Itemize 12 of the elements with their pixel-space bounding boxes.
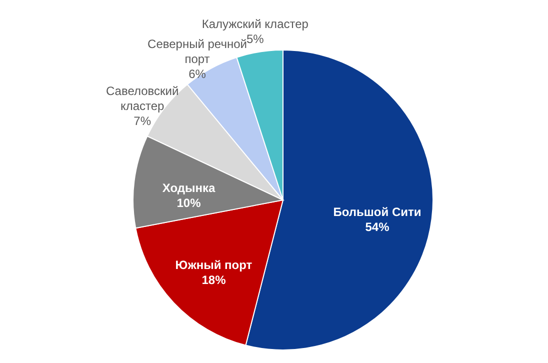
- data-label: 7%: [134, 114, 152, 128]
- data-label: 18%: [202, 273, 226, 288]
- slice-label: Савеловский кластер: [106, 84, 179, 113]
- slice-label: Северный речной порт: [148, 37, 247, 66]
- data-label: 5%: [246, 32, 264, 46]
- slice-label: Калужский кластер: [202, 17, 309, 32]
- slice-label: Большой Сити: [333, 204, 422, 219]
- data-label: 6%: [188, 67, 206, 82]
- slice-label: Южный порт: [175, 258, 252, 272]
- slice-label: Ходынка: [162, 181, 216, 196]
- data-label: 10%: [176, 196, 202, 210]
- data-label: 54%: [365, 220, 390, 234]
